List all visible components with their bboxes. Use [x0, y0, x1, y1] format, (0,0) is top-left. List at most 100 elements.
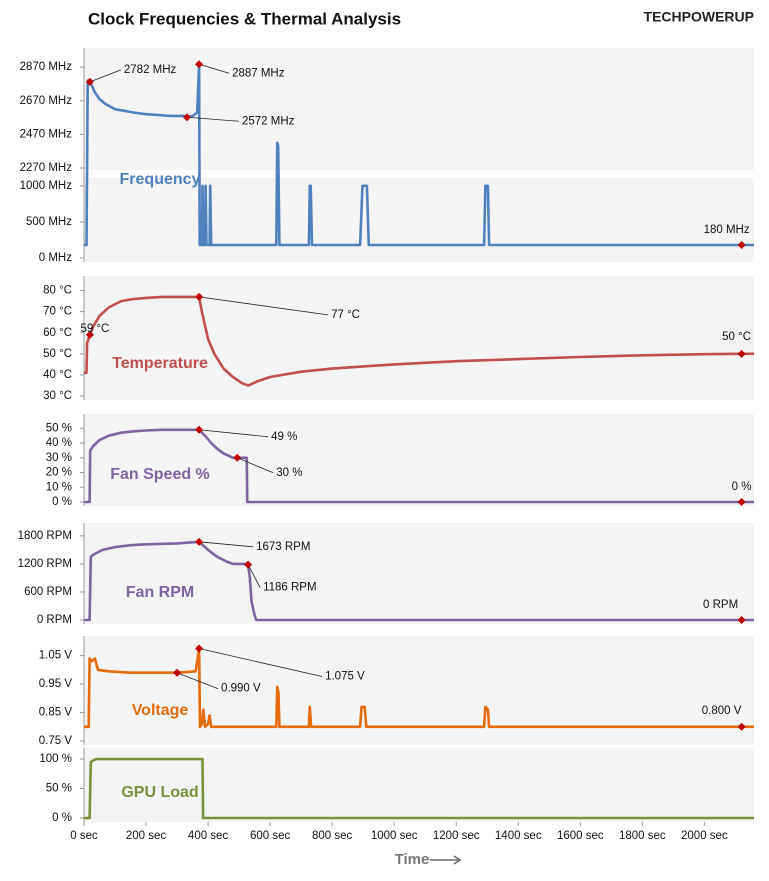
- plot-area: [84, 276, 754, 400]
- y-tick-label: 100 %: [39, 753, 72, 765]
- leader-line: [199, 541, 254, 548]
- annotation-label: 2887 MHz: [232, 67, 285, 79]
- plot-area: [84, 178, 754, 262]
- plot-area: [84, 48, 754, 170]
- x-tick-label: 2000 sec: [681, 830, 728, 842]
- y-tick-label: 1200 RPM: [18, 558, 72, 570]
- plot-area: [84, 414, 754, 506]
- panel-title: Voltage: [132, 702, 189, 719]
- data-line: [84, 757, 754, 820]
- y-tick-label: 0.75 V: [39, 735, 73, 747]
- annotation-marker: [195, 425, 204, 434]
- data-line: [84, 540, 754, 622]
- y-tick-label: 0 %: [52, 812, 72, 824]
- logo: TECHPOWERUP: [644, 9, 754, 25]
- annotation-label: 1186 RPM: [263, 582, 316, 594]
- panel-title: Frequency: [120, 171, 201, 188]
- y-tick-label: 80 °C: [43, 285, 72, 297]
- y-tick-label: 2270 MHz: [20, 162, 73, 174]
- y-tick-label: 0.95 V: [39, 678, 73, 690]
- annotation-marker: [85, 330, 94, 339]
- annotation-label: 1.075 V: [325, 671, 365, 683]
- annotation-marker: [737, 241, 746, 249]
- leader-line: [176, 672, 219, 690]
- y-tick-label: 40 %: [46, 437, 72, 449]
- annotation-marker: [244, 560, 253, 569]
- y-tick-label: 2870 MHz: [20, 61, 73, 73]
- leader-line: [247, 564, 261, 588]
- x-tick-label: 0 sec: [70, 830, 98, 842]
- annotation-label: 0.990 V: [221, 683, 261, 695]
- annotation-label: 59 °C: [80, 323, 109, 335]
- leader-line: [199, 296, 329, 316]
- data-line: [84, 647, 754, 729]
- annotation-label: 0 RPM: [703, 599, 738, 611]
- x-tick-label: 1400 sec: [495, 830, 542, 842]
- y-tick-label: 600 RPM: [24, 586, 72, 598]
- panel-title: Fan Speed %: [110, 466, 210, 483]
- annotation-label: 2572 MHz: [242, 115, 295, 127]
- data-line: [84, 295, 754, 387]
- x-tick-label: 400 sec: [188, 830, 229, 842]
- y-tick-label: 500 MHz: [26, 216, 72, 228]
- y-tick-label: 50 %: [46, 422, 72, 434]
- annotation-marker: [195, 60, 204, 69]
- plot-area: [84, 636, 754, 745]
- leader-line: [198, 648, 323, 677]
- annotation-label: 30 %: [276, 467, 302, 479]
- annotation-marker: [182, 113, 191, 122]
- panel-title: Fan RPM: [126, 584, 194, 601]
- y-tick-label: 0.85 V: [39, 707, 73, 719]
- annotation-label: 0 %: [732, 481, 752, 493]
- y-tick-label: 70 °C: [43, 306, 72, 318]
- x-arrow: [430, 855, 462, 865]
- x-tick-label: 200 sec: [126, 830, 167, 842]
- annotation-marker: [195, 537, 204, 546]
- annotation-label: 77 °C: [331, 309, 360, 321]
- leader-line: [89, 69, 122, 83]
- annotation-marker: [737, 349, 746, 358]
- annotation-label: 1673 RPM: [256, 541, 310, 553]
- plot-area: [84, 523, 754, 624]
- y-tick-label: 50 %: [46, 783, 72, 795]
- x-tick-label: 600 sec: [250, 830, 291, 842]
- x-tick-label: 800 sec: [312, 830, 353, 842]
- data-line: [84, 63, 754, 247]
- annotation-marker: [737, 498, 746, 506]
- leader-line: [198, 63, 230, 74]
- annotation-label: 2782 MHz: [124, 64, 177, 76]
- annotation-marker: [85, 77, 94, 86]
- page-title: Clock Frequencies & Thermal Analysis: [88, 9, 401, 28]
- panel-title: GPU Load: [121, 784, 198, 801]
- leader-line: [199, 429, 269, 438]
- annotation-marker: [737, 722, 746, 731]
- panel-title: Temperature: [112, 355, 208, 372]
- y-tick-label: 60 °C: [43, 327, 72, 339]
- y-tick-label: 1800 RPM: [18, 530, 72, 542]
- annotation-marker: [173, 668, 182, 677]
- annotation-marker: [195, 292, 204, 301]
- x-tick-label: 1000 sec: [371, 830, 418, 842]
- annotation-label: 180 MHz: [704, 224, 750, 236]
- y-tick-label: 0 RPM: [37, 614, 72, 626]
- annotation-label: 0.800 V: [702, 705, 742, 717]
- x-tick-label: 1200 sec: [433, 830, 480, 842]
- y-tick-label: 30 °C: [43, 390, 72, 402]
- x-tick-label: 1800 sec: [619, 830, 666, 842]
- leader-line: [237, 457, 274, 474]
- y-tick-label: 0 %: [52, 496, 72, 508]
- annotation-label: 50 °C: [722, 331, 751, 343]
- y-tick-label: 40 °C: [43, 369, 72, 381]
- y-tick-label: 1.05 V: [39, 650, 73, 662]
- y-tick-label: 10 %: [46, 481, 72, 493]
- y-tick-label: 30 %: [46, 452, 72, 464]
- x-tick-label: 1600 sec: [557, 830, 604, 842]
- y-tick-label: 2670 MHz: [20, 95, 73, 107]
- annotation-marker: [233, 453, 242, 462]
- y-tick-label: 50 °C: [43, 348, 72, 360]
- y-tick-label: 20 %: [46, 467, 72, 479]
- leader-line: [186, 116, 240, 122]
- annotation-marker: [195, 644, 204, 653]
- annotation-marker: [737, 616, 746, 624]
